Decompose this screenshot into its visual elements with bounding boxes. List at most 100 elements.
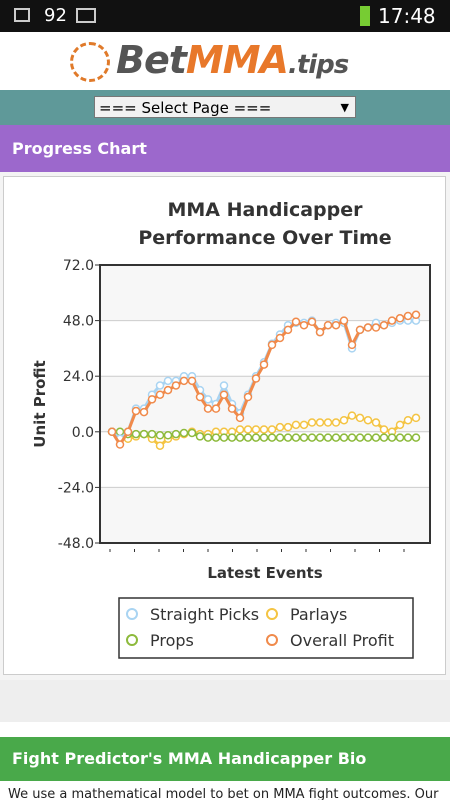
data-point [283,433,293,442]
legend-marker [126,608,138,620]
data-point [203,404,213,413]
data-point [323,433,333,442]
data-point [355,433,365,442]
data-point [291,317,301,327]
data-point [339,316,349,325]
x-axis-label: Latest Events [207,564,322,582]
data-point [395,314,405,323]
data-point [131,406,141,416]
data-point [299,433,309,442]
data-point [187,428,197,438]
data-point [259,433,269,442]
spacer [0,680,450,722]
data-point [395,433,405,442]
data-point [115,440,125,449]
data-point [315,327,325,337]
data-point [187,376,197,386]
data-point [403,433,413,442]
y-tick-label: 24.0 [63,369,94,385]
data-point [259,425,269,434]
data-point [171,381,181,390]
data-point [371,323,381,332]
data-point [379,425,389,434]
data-point [155,431,165,440]
logo-part: MMA [185,38,289,82]
logo-text: BetMMA.tips [116,38,349,82]
legend-marker [266,634,278,646]
data-point [195,392,205,402]
legend-marker [126,634,138,646]
y-tick-label: -24.0 [58,480,94,496]
battery-icon [360,6,370,26]
data-point [251,425,261,434]
data-point [291,420,301,430]
data-point [155,390,165,399]
data-point [243,433,253,442]
data-point [251,433,261,442]
data-point [163,431,173,440]
data-point [203,395,213,404]
data-point [323,418,333,427]
data-point [403,311,413,321]
data-point [299,320,309,330]
chart-title: MMA Handicapper Performance Over Time [138,199,392,249]
plot-border [99,264,431,544]
data-point [403,415,413,425]
image-icon [76,8,96,23]
data-point [211,433,221,442]
data-point [267,425,277,434]
select-text: === Select Page === [99,99,272,117]
data-point [291,433,301,442]
section-header: Progress Chart [0,125,450,172]
data-point [227,433,237,442]
data-point [155,441,165,450]
data-point [347,411,357,420]
data-point [195,432,205,441]
bio-text: We use a mathematical model to bet on MM… [0,781,450,800]
data-point [395,420,405,430]
data-point [331,418,341,427]
data-point [171,429,181,439]
data-point [179,428,189,438]
page-select[interactable]: === Select Page === ▼ [94,96,356,118]
data-point [387,316,397,325]
legend-label: Straight Picks [150,605,259,624]
data-point [299,420,309,430]
data-point [347,433,357,442]
data-point [331,433,341,442]
data-point [259,360,269,369]
data-point [347,340,357,350]
data-point [243,392,253,402]
data-point [243,425,253,434]
data-point [275,333,285,343]
grid-band [100,487,430,543]
data-point [363,415,373,425]
bio-header: Fight Predictor's MMA Handicapper Bio [0,737,450,781]
data-point [355,325,365,335]
data-point [363,433,373,442]
data-point [219,390,229,399]
notification-icon [14,8,30,22]
data-point [363,323,373,332]
y-tick-label: 72.0 [63,258,94,274]
data-point [339,433,349,442]
logo-icon [70,42,110,82]
y-axis-label: Unit Profit [31,360,49,447]
legend-label: Parlays [290,605,347,624]
logo-part: .tips [287,50,349,80]
legend-box [118,597,414,659]
data-point [211,404,221,413]
y-tick-label: -48.0 [58,536,94,552]
data-point [275,433,285,442]
data-point [283,422,293,432]
data-point [131,429,141,439]
data-point [267,340,277,350]
data-point [235,425,245,434]
data-point [147,429,157,439]
data-point [179,376,189,386]
data-point [307,433,317,442]
dropdown-arrow: ▼ [340,101,349,114]
data-point [163,376,173,386]
legend-label: Overall Profit [290,631,394,650]
y-tick-label: 0.0 [72,425,94,441]
